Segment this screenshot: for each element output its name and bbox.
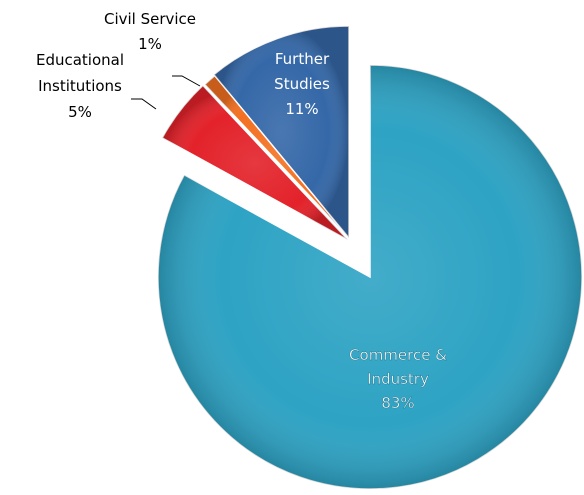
pie-slice-shading <box>204 75 350 240</box>
slice-label-line: Commerce & <box>349 346 447 364</box>
slice-label-line: Educational <box>36 51 124 69</box>
leader-lines <box>131 75 201 110</box>
pie-slice-shading <box>213 26 349 238</box>
pie-slice-group <box>157 64 583 490</box>
slice-label-line: Civil Service <box>104 10 196 28</box>
pie-slice-group <box>212 25 350 241</box>
slice-label-line: 5% <box>68 103 92 121</box>
pie-slice-shading <box>157 65 582 490</box>
slice-label-line: Further <box>275 50 330 68</box>
slice-label-line: Industry <box>367 370 429 388</box>
slice-label-line: 1% <box>138 35 162 53</box>
slice-label: Further Studies 11% <box>274 50 330 118</box>
slices-layer <box>157 25 583 490</box>
leader-line <box>131 98 157 110</box>
slice-label: Civil Service 1% <box>104 10 196 53</box>
leader-line <box>172 75 201 87</box>
pie-slice-shading <box>162 85 348 241</box>
slice-label-line: Institutions <box>38 77 122 95</box>
slice-label-line: 83% <box>381 394 414 412</box>
slice-label-line: Studies <box>274 75 330 93</box>
slice-label: Educational Institutions 5% <box>36 51 124 121</box>
pie-slice-group <box>161 84 349 241</box>
slice-label-line: 11% <box>285 100 318 118</box>
slice-label: Commerce & Industry 83% <box>349 346 447 412</box>
labels-layer: Commerce & Industry 83% Educational Institut… <box>36 10 447 412</box>
